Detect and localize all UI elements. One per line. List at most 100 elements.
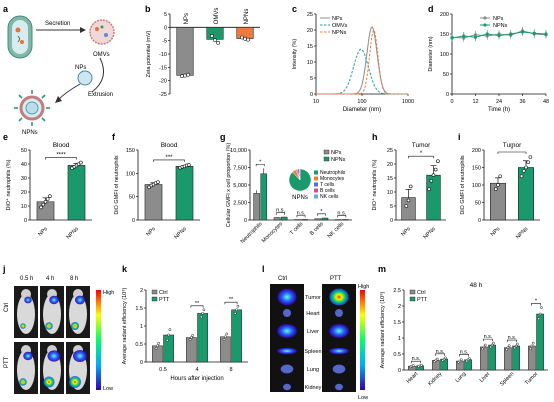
c-legend-label-2: NPNs	[332, 30, 347, 36]
e-xtick-label-1: NPNs	[66, 226, 81, 241]
g-legend-label-0: NPs	[331, 150, 342, 156]
l-organ-1-4	[332, 364, 346, 374]
c-series-line-1	[316, 48, 408, 95]
e-ytick-label-0: 0	[24, 218, 27, 224]
m-bar-1-4	[512, 345, 520, 371]
h-sig-bracket	[408, 155, 434, 159]
m-dot-1-3-1	[490, 343, 494, 347]
k-dot-1-1-1	[201, 312, 204, 315]
k-bar-1-2	[231, 309, 242, 363]
i-dot-1-2	[524, 165, 528, 170]
k-dot-0-2-1	[224, 335, 227, 339]
panel-label-j: j	[2, 264, 6, 274]
l-organ-label-5: Kidney	[305, 385, 322, 391]
j-mouse-image-0-0	[14, 286, 38, 338]
d-xtick-label-4: 48	[543, 99, 549, 105]
l-organ-0-5	[283, 383, 291, 391]
m-bar-0-4	[504, 347, 512, 371]
k-legend-label-1: PTT	[159, 297, 170, 303]
j-signal-upper-1-2	[73, 350, 87, 362]
g-pie-legend-swatch-1	[314, 176, 318, 181]
d-ytick-label-0: 0	[446, 92, 449, 98]
f-xtick-label-0: NPs	[145, 226, 157, 238]
j-mouse-image-1-2	[66, 342, 90, 394]
b-ytick-label-6: 5	[164, 12, 167, 18]
g-sig-label-4: n.s.	[337, 210, 346, 216]
k-bar-0-1	[186, 337, 197, 363]
panel-a-schematic: Secretion OMVs NPs Extrusion	[7, 15, 115, 136]
chart-m: 0 0.5 1 1.5 2 2.5 Average radiant efficiency (…	[379, 282, 548, 388]
k-ytick-label-2: 1	[140, 324, 143, 330]
j-signal-upper-0-1	[49, 295, 59, 305]
g-pie-legend-label-4: NK cells	[320, 194, 339, 200]
j-row-label-ctrl: Ctrl	[4, 303, 10, 312]
j-colorbar-high: High	[103, 290, 114, 296]
m-dot-1-3-0	[489, 345, 493, 349]
secretion-arrow: Secretion	[36, 21, 86, 33]
m-legend-label-0: Ctrl	[417, 290, 426, 296]
g-bar-1-1	[280, 216, 288, 221]
l-colorbar-low: Low	[358, 395, 368, 401]
k-dot-1-2-0	[233, 312, 237, 315]
g-sig-bracket-0	[255, 163, 265, 167]
m-title: 48 h	[470, 282, 483, 289]
j-colorbar	[96, 290, 101, 390]
g-bar-1-2	[301, 219, 308, 221]
g-xtick-label-1: Monocytes	[261, 221, 284, 244]
i-ylabel: DiO GMFI of neutrophils	[460, 155, 466, 215]
e-ytick-label-4: 40	[21, 162, 27, 168]
m-ytick-label-0: 0	[398, 368, 401, 374]
m-dot-0-4-0	[505, 348, 508, 351]
k-dot-1-2-1	[235, 308, 238, 312]
e-xtick-label-0: NPs	[37, 226, 49, 238]
l-organ-0-0	[277, 288, 297, 306]
chart-f: 0 50 100 150 DiO GMFI of neutrophils Blood NPs…	[114, 142, 200, 241]
g-xtick-label-0: Neutrophils	[240, 221, 264, 245]
m-ytick-label-3: 1.5	[393, 320, 401, 326]
chart-e: 0 10 20 30 40 50 DiO⁺ neutrophils (%) Blood NPs N…	[5, 142, 92, 241]
g-pie-legend-label-2: T cells	[320, 182, 335, 188]
m-dot-1-4-0	[513, 346, 517, 350]
omvs-label: OMVs	[93, 52, 110, 58]
k-xtick-label-1: 4	[195, 367, 198, 373]
e-dot-0-3	[45, 197, 50, 201]
j-colorbar-low: Low	[103, 386, 113, 392]
h-sig-label: *	[420, 151, 423, 157]
m-dot-0-5-0	[529, 347, 532, 351]
f-ytick-label-3: 150	[126, 148, 135, 154]
d-ytick-label-1: 50	[443, 72, 449, 78]
m-dot-0-2-2	[459, 358, 463, 362]
k-bar-1-0	[163, 334, 174, 363]
d-ylabel: Diameter (nm)	[428, 36, 434, 71]
d-point-1-4	[497, 34, 501, 38]
m-dot-0-0-2	[411, 364, 415, 367]
npn-illustration: NPNs	[14, 90, 50, 136]
m-dot-1-5-2	[540, 306, 543, 309]
e-sig-bracket	[45, 157, 77, 160]
d-xtick-label-2: 24	[496, 99, 502, 105]
k-dot-0-0-1	[156, 344, 159, 348]
b-ytick-label-5: 0	[164, 25, 167, 31]
m-dot-0-5-2	[531, 341, 535, 345]
f-sig-label: ***	[165, 155, 173, 161]
j-mouse-image-0-1	[40, 286, 64, 338]
l-col-label-ptt: PTT	[330, 276, 342, 282]
k-ytick-label-1: 0.5	[135, 342, 143, 348]
g-ytick-label-3: 7,500	[233, 166, 247, 172]
m-bar-0-3	[480, 346, 488, 371]
g-legend-swatch-1	[323, 156, 330, 162]
panel-j-imaging: 0.5 h 4 h 8 h Ctrl PTT High Low	[4, 276, 114, 394]
i-title: Tumor	[503, 142, 522, 149]
j-mouse-head-0-0	[21, 289, 31, 299]
g-bar-1-0	[260, 173, 268, 221]
e-bar-0	[36, 201, 55, 221]
k-ytick-label-4: 2	[140, 288, 143, 294]
g-sig-bracket-1	[276, 212, 285, 215]
g-sig-bracket-2	[296, 215, 306, 218]
l-organ-0-2	[277, 324, 297, 338]
m-dot-0-3-1	[482, 345, 486, 349]
h-ytick-label-1: 5	[390, 204, 393, 210]
k-legend-swatch-1	[151, 296, 158, 302]
m-xtick-label-0: Heart	[406, 371, 420, 385]
